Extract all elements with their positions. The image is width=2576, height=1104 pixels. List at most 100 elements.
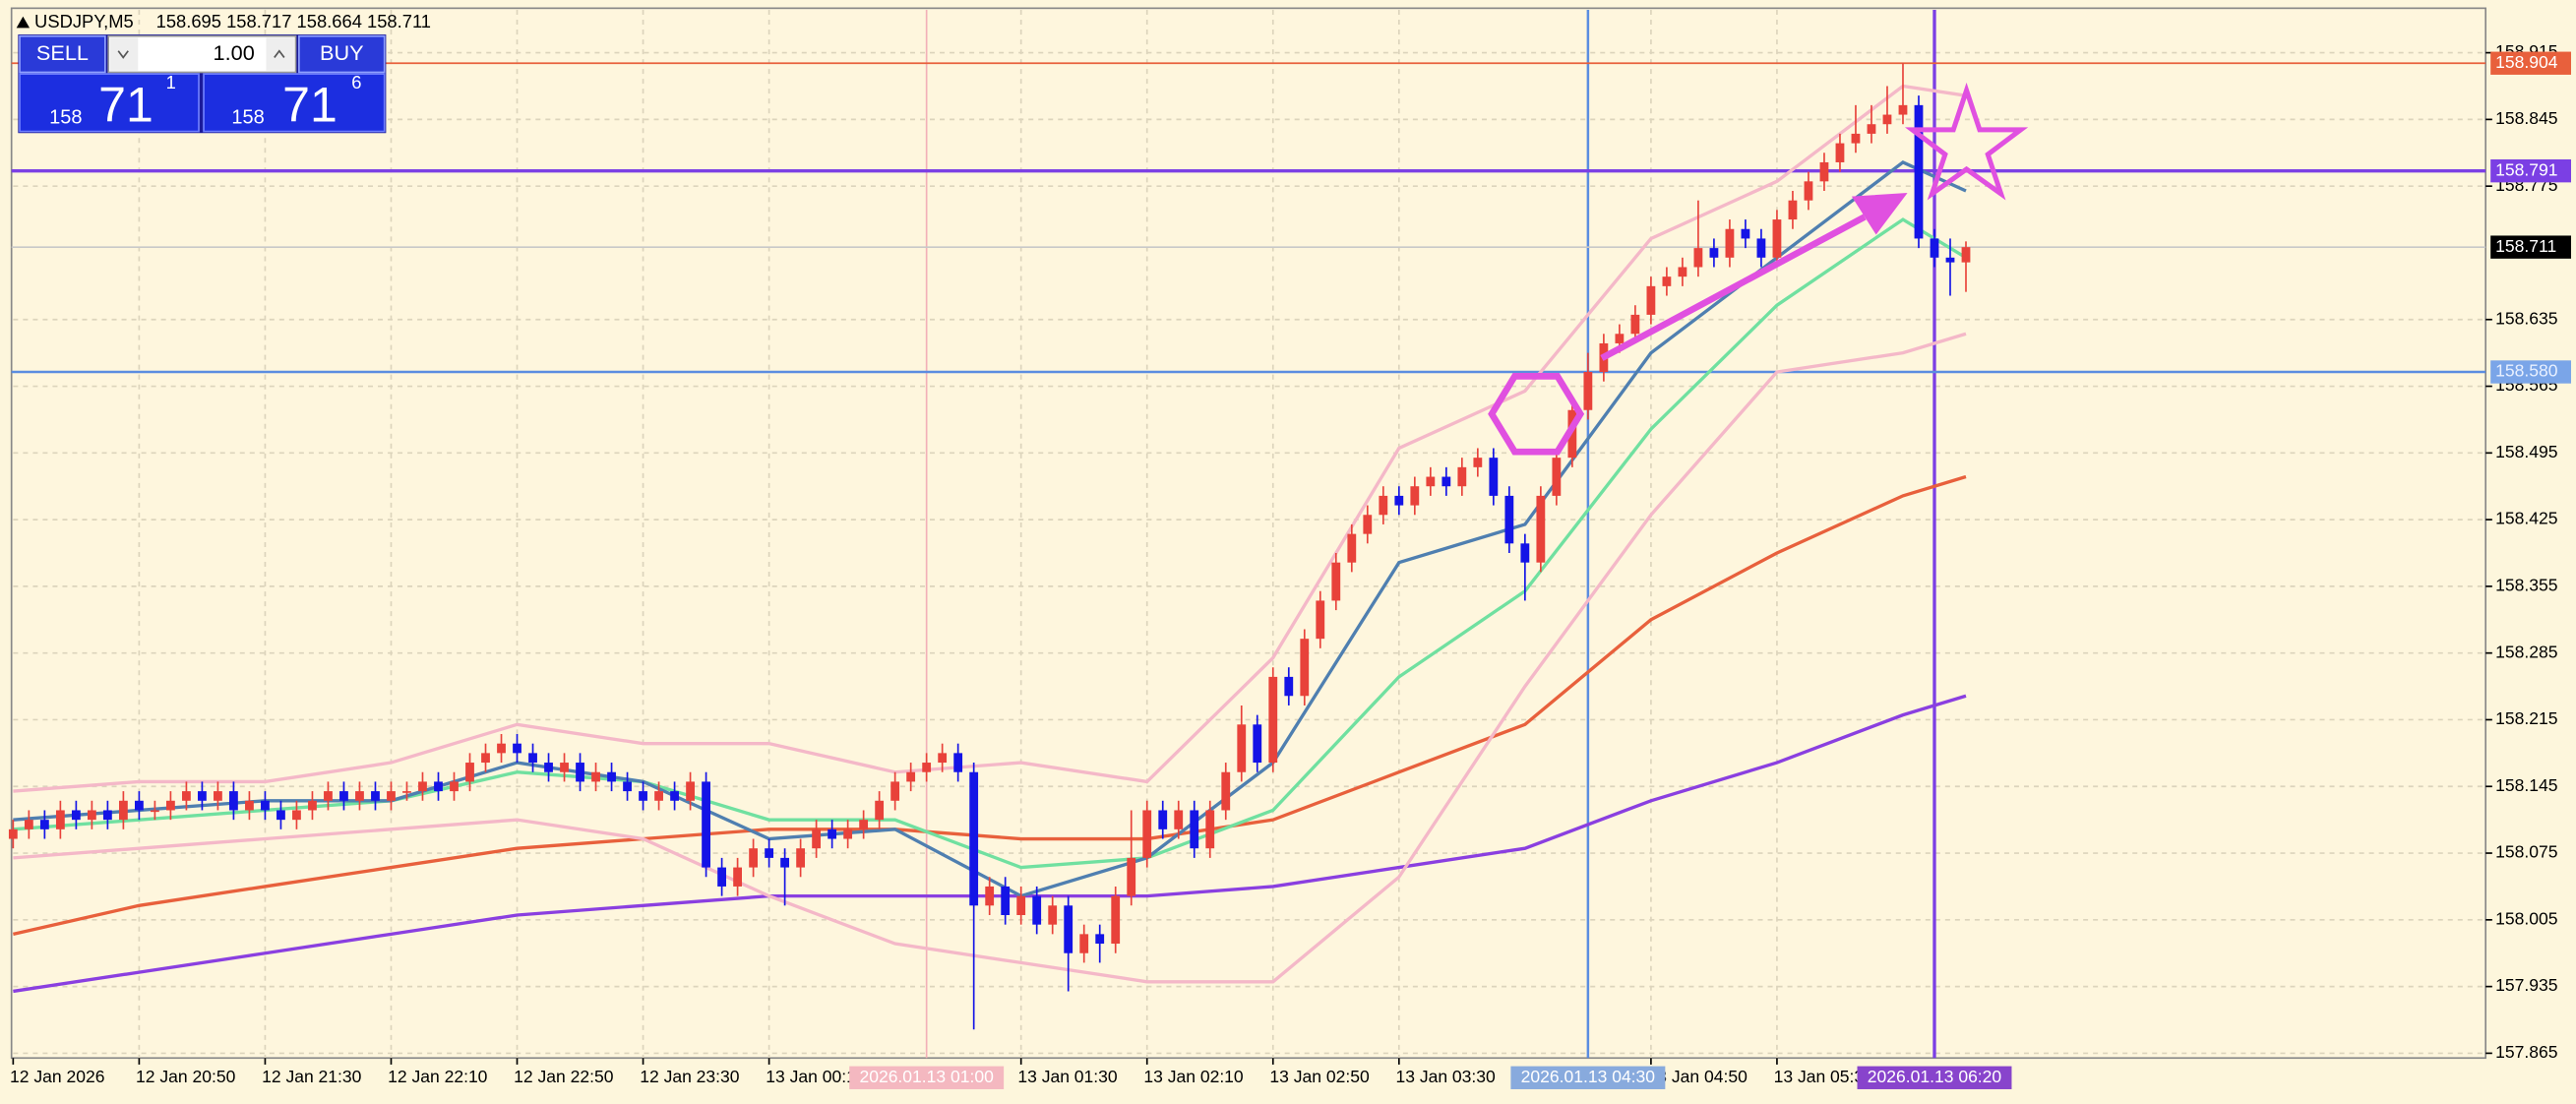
symbol: USDJPY,M5 [34, 11, 134, 31]
buy-button[interactable] [298, 34, 386, 74]
price-label: 158.711 [2495, 236, 2556, 256]
candle-body [654, 791, 663, 801]
candle-body [214, 791, 222, 801]
candle-body [1268, 676, 1278, 764]
volume-down[interactable] [109, 37, 139, 71]
candle-body [1756, 238, 1766, 258]
y-tick-label: 158.215 [2495, 708, 2557, 728]
candle-body [1945, 257, 1955, 263]
candle-body [1914, 104, 1924, 239]
candle-body [1693, 248, 1703, 268]
candle-body [1426, 476, 1436, 487]
candle-body [1221, 771, 1231, 811]
down-arrow [117, 50, 129, 59]
candle-body [1300, 639, 1310, 697]
candle-body [1615, 334, 1625, 343]
candle-body [308, 800, 317, 811]
candle-body [418, 781, 427, 792]
sell-price-box[interactable] [19, 73, 200, 133]
candle-body [134, 800, 144, 811]
candle-body [544, 763, 553, 772]
candle-body [1520, 543, 1530, 563]
y-tick-label: 158.075 [2495, 842, 2557, 862]
candle-body [733, 867, 742, 887]
candle-body [922, 763, 932, 772]
candle-body [1379, 495, 1388, 516]
candle-body [481, 753, 490, 764]
buy-big: 158 [231, 107, 264, 129]
candle-body [245, 800, 254, 811]
x-tick-label: 12 Jan 22:10 [388, 1067, 488, 1086]
x-tick-label: 13 Jan 03:30 [1395, 1067, 1496, 1086]
candle-body [1174, 810, 1184, 829]
candle-body [198, 791, 207, 801]
candle-body [1851, 133, 1861, 144]
candle-body [1363, 515, 1373, 534]
axes: 157.865 157.935 158.005 158.075 158.145 158.2… [10, 41, 2557, 1086]
x-tick-label: 12 Jan 21:30 [262, 1067, 362, 1086]
candle-body [1725, 228, 1735, 258]
candle-body [1961, 247, 1971, 263]
volume-up[interactable] [266, 37, 294, 71]
candle-body [450, 781, 459, 792]
candle-body [1410, 486, 1420, 506]
header-icon [16, 16, 31, 29]
time-label: 2026.01.13 06:20 [1868, 1067, 2002, 1086]
time-label: 2026.01.13 01:00 [859, 1067, 994, 1086]
candle-body [1394, 495, 1404, 506]
annotations [1488, 82, 2029, 456]
candle-body [465, 763, 474, 782]
candle-body [1095, 934, 1105, 945]
price-label: 158.580 [2495, 361, 2558, 381]
candle-body [1819, 161, 1829, 182]
sell-button[interactable] [19, 34, 106, 74]
price-lines [11, 62, 2486, 374]
candle-body [87, 810, 96, 821]
candle-body [1331, 562, 1341, 601]
candle-body [1536, 495, 1546, 563]
buy-price-box[interactable] [203, 73, 386, 133]
candle-body [1630, 314, 1640, 335]
plot-area [10, 7, 2487, 1060]
candle-body [1142, 810, 1152, 858]
price-label-box [2490, 235, 2571, 259]
grid [13, 10, 2486, 1059]
candle-body [1473, 458, 1483, 467]
y-tick-label: 158.495 [2495, 442, 2557, 461]
candle-body [513, 743, 521, 754]
candle-body [276, 810, 285, 821]
candle-body [261, 800, 270, 811]
x-tick-label: 13 Jan 01:30 [1017, 1067, 1118, 1086]
candle-body [969, 771, 979, 906]
candle-body [497, 743, 506, 754]
candle-body [607, 771, 616, 782]
sell-small: 1 [166, 72, 176, 92]
candle-body [702, 781, 710, 868]
y-tick-label: 158.285 [2495, 642, 2557, 661]
candle-body [1552, 458, 1562, 496]
candle-body [717, 867, 726, 887]
sell-big: 158 [49, 107, 82, 129]
candle-body [1016, 895, 1026, 915]
star-annotation [1904, 82, 2029, 201]
candle-body [1190, 810, 1199, 849]
buy-small: 6 [351, 72, 361, 92]
candle-body [1284, 676, 1294, 697]
hexagon-annotation [1488, 373, 1585, 456]
x-tick-label: 12 Jan 22:50 [514, 1067, 614, 1086]
x-tick-label: 12 Jan 2026 [10, 1067, 104, 1086]
candle-body [670, 791, 679, 801]
volume-box[interactable] [107, 34, 297, 74]
y-tick-label: 158.355 [2495, 576, 2557, 595]
candle-body [166, 800, 175, 811]
candle-body [576, 763, 584, 782]
candle-body [1253, 724, 1262, 764]
price-label-box [2490, 360, 2571, 384]
arrow-head [1851, 193, 1908, 235]
volume: 1.00 [214, 40, 255, 65]
candle-body [8, 828, 18, 839]
y-tick-label: 158.845 [2495, 108, 2557, 128]
candle-body [339, 791, 348, 801]
